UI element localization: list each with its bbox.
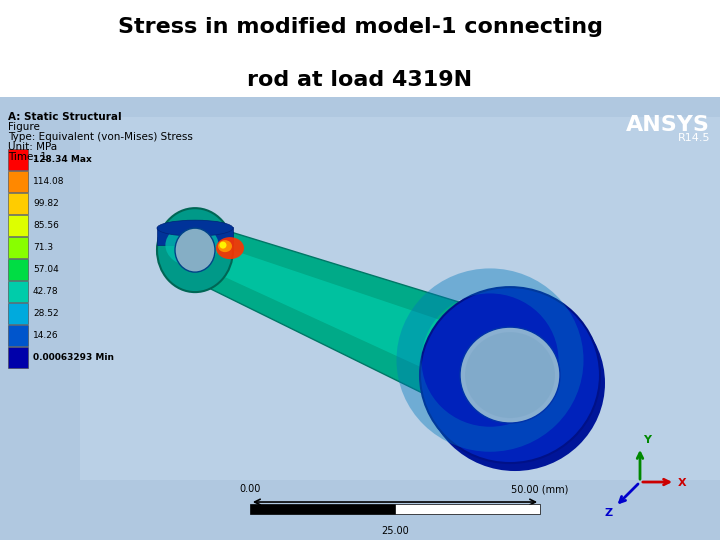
Ellipse shape <box>157 208 233 292</box>
Text: 14.26: 14.26 <box>33 331 58 340</box>
Text: Stress in modified model-1 connecting: Stress in modified model-1 connecting <box>117 17 603 37</box>
Bar <box>250 504 395 514</box>
Ellipse shape <box>157 220 233 236</box>
Bar <box>8 193 28 214</box>
Bar <box>157 227 233 245</box>
Text: 71.3: 71.3 <box>33 243 53 252</box>
Text: Y: Y <box>643 435 651 445</box>
Text: ANSYS: ANSYS <box>626 115 710 135</box>
Text: 114.08: 114.08 <box>33 177 65 186</box>
Text: Z: Z <box>604 508 613 518</box>
Bar <box>8 325 28 346</box>
Text: Unit: MPa: Unit: MPa <box>8 142 57 152</box>
Text: 25.00: 25.00 <box>381 526 409 536</box>
Bar <box>8 171 28 192</box>
Bar <box>8 303 28 324</box>
Text: Figure: Figure <box>8 122 40 132</box>
Bar <box>8 259 28 280</box>
Text: 28.52: 28.52 <box>33 309 58 318</box>
Ellipse shape <box>166 224 219 266</box>
Text: 42.78: 42.78 <box>33 287 58 296</box>
Bar <box>8 281 28 302</box>
Bar <box>395 504 540 514</box>
Text: R14.5: R14.5 <box>678 133 710 143</box>
Text: X: X <box>678 478 687 488</box>
Ellipse shape <box>460 327 560 423</box>
Text: A: Static Structural: A: Static Structural <box>8 112 122 122</box>
Ellipse shape <box>175 228 215 272</box>
Ellipse shape <box>220 241 227 248</box>
Text: 0.00063293 Min: 0.00063293 Min <box>33 353 114 362</box>
Bar <box>8 237 28 258</box>
Text: 128.34 Max: 128.34 Max <box>33 155 91 164</box>
Text: Type: Equivalent (von-Mises) Stress: Type: Equivalent (von-Mises) Stress <box>8 132 193 142</box>
Text: 50.00 (mm): 50.00 (mm) <box>511 484 569 494</box>
Text: 85.56: 85.56 <box>33 221 59 230</box>
Ellipse shape <box>420 287 600 463</box>
Text: Time: 1: Time: 1 <box>8 152 47 162</box>
Ellipse shape <box>218 240 232 252</box>
Bar <box>8 215 28 236</box>
Ellipse shape <box>465 332 555 418</box>
Ellipse shape <box>216 237 244 259</box>
Text: 99.82: 99.82 <box>33 199 59 208</box>
Text: rod at load 4319N: rod at load 4319N <box>248 70 472 90</box>
Bar <box>8 149 28 170</box>
Bar <box>8 347 28 368</box>
Polygon shape <box>191 239 521 403</box>
Polygon shape <box>184 224 531 426</box>
Text: 0.00: 0.00 <box>239 484 261 494</box>
Bar <box>80 117 720 480</box>
Ellipse shape <box>425 295 605 471</box>
Text: 57.04: 57.04 <box>33 265 59 274</box>
